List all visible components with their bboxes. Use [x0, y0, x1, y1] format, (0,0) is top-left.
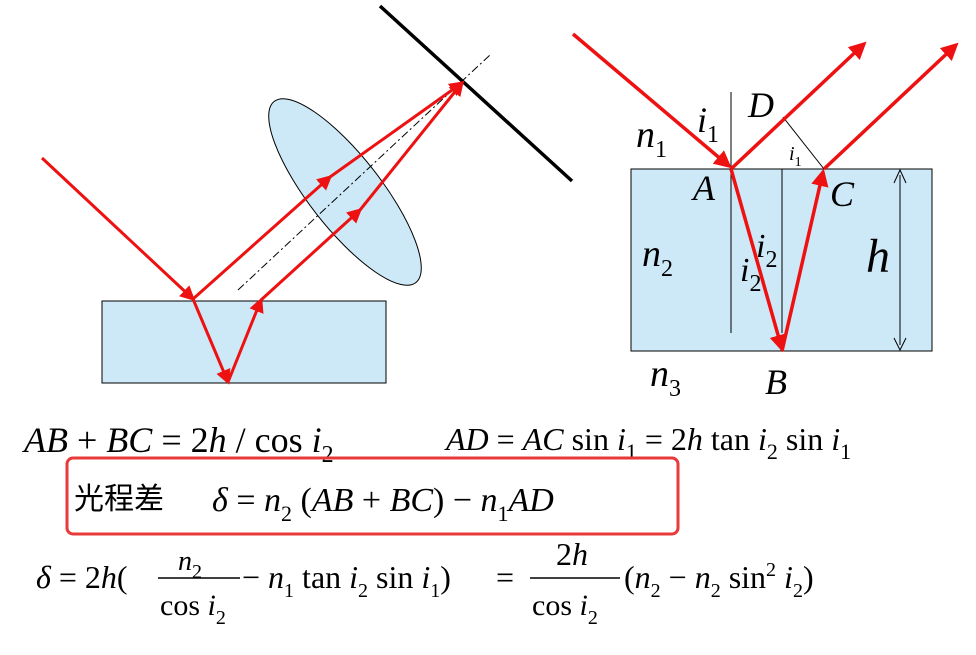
emergent-ray-C — [822, 42, 959, 171]
refracted-ray-up — [226, 297, 264, 383]
incident-ray — [40, 156, 196, 302]
reflected-ray-1a — [192, 175, 333, 301]
svg-text:− n1 tan i2 sin i1): − n1 tan i2 sin i1) — [242, 559, 451, 602]
lens-axis-dashdot — [237, 54, 491, 291]
formula-delta-expanded: δ = 2h( n2 cos i2 − n1 tan i2 sin i1) = … — [36, 536, 814, 629]
opd-label: 光程差 — [74, 482, 164, 517]
reflected-ray-1b — [329, 81, 465, 179]
svg-text:δ = 2h(: δ = 2h( — [36, 559, 128, 595]
frac2-denominator: cos i2 — [532, 589, 598, 629]
label-i2-lower: i2 — [740, 252, 761, 297]
left-rays — [40, 80, 465, 385]
reflected-ray-BC — [780, 168, 829, 352]
label-B: B — [765, 362, 787, 402]
formula-ad: AD = AC sin i1 = 2h tan i2 sin i1 — [444, 421, 851, 464]
reflected-ray-2b — [358, 80, 464, 211]
svg-text:δ = n2 (AB + BC) − n1AD: δ = n2 (AB + BC) − n1AD — [212, 482, 554, 526]
label-i1-small: i1 — [789, 143, 802, 170]
label-n1: n1 — [636, 114, 667, 163]
label-h: h — [866, 230, 890, 283]
frac2-numerator: 2h — [556, 536, 588, 572]
svg-text:AB + BC = 2h / cos i2: AB + BC = 2h / cos i2 — [22, 420, 334, 468]
label-C: C — [830, 174, 855, 214]
label-n3: n3 — [650, 353, 681, 402]
reflected-ray-2a — [259, 207, 363, 302]
label-A: A — [691, 168, 716, 208]
right-figure: n1 i1 D A C i1 n2 i2 i2 h n3 B — [571, 32, 959, 402]
svg-text:AD = AC sin i1 = 2h tan i2 sin: AD = AC sin i1 = 2h tan i2 sin i1 — [444, 421, 851, 464]
lens-ellipse — [268, 98, 422, 286]
svg-text:=: = — [496, 559, 514, 595]
label-n2: n2 — [642, 233, 673, 282]
refracted-ray-down — [191, 298, 231, 385]
label-D: D — [747, 85, 774, 125]
refracted-ray-AB — [729, 168, 787, 353]
perpendicular-DC — [782, 116, 825, 170]
screen-line — [378, 4, 574, 183]
frac1-numerator: n2 — [178, 546, 202, 583]
left-figure — [40, 4, 574, 385]
formula-ab-bc: AB + BC = 2h / cos i2 — [22, 420, 334, 468]
formula-optical-path-difference: 光程差 δ = n2 (AB + BC) − n1AD — [74, 482, 554, 526]
label-i2-upper: i2 — [756, 228, 777, 273]
highlight-box — [65, 456, 680, 536]
incident-ray-right — [571, 32, 732, 169]
thickness-h-top-arrow — [893, 168, 907, 184]
right-rays — [571, 32, 959, 353]
frac1-denominator: cos i2 — [160, 589, 226, 629]
label-i1: i1 — [697, 100, 719, 148]
thickness-h-bottom-arrow — [893, 337, 907, 352]
svg-text:(n2 − n2 sin2 i2): (n2 − n2 sin2 i2) — [624, 559, 814, 602]
reflected-ray-A — [729, 41, 867, 171]
